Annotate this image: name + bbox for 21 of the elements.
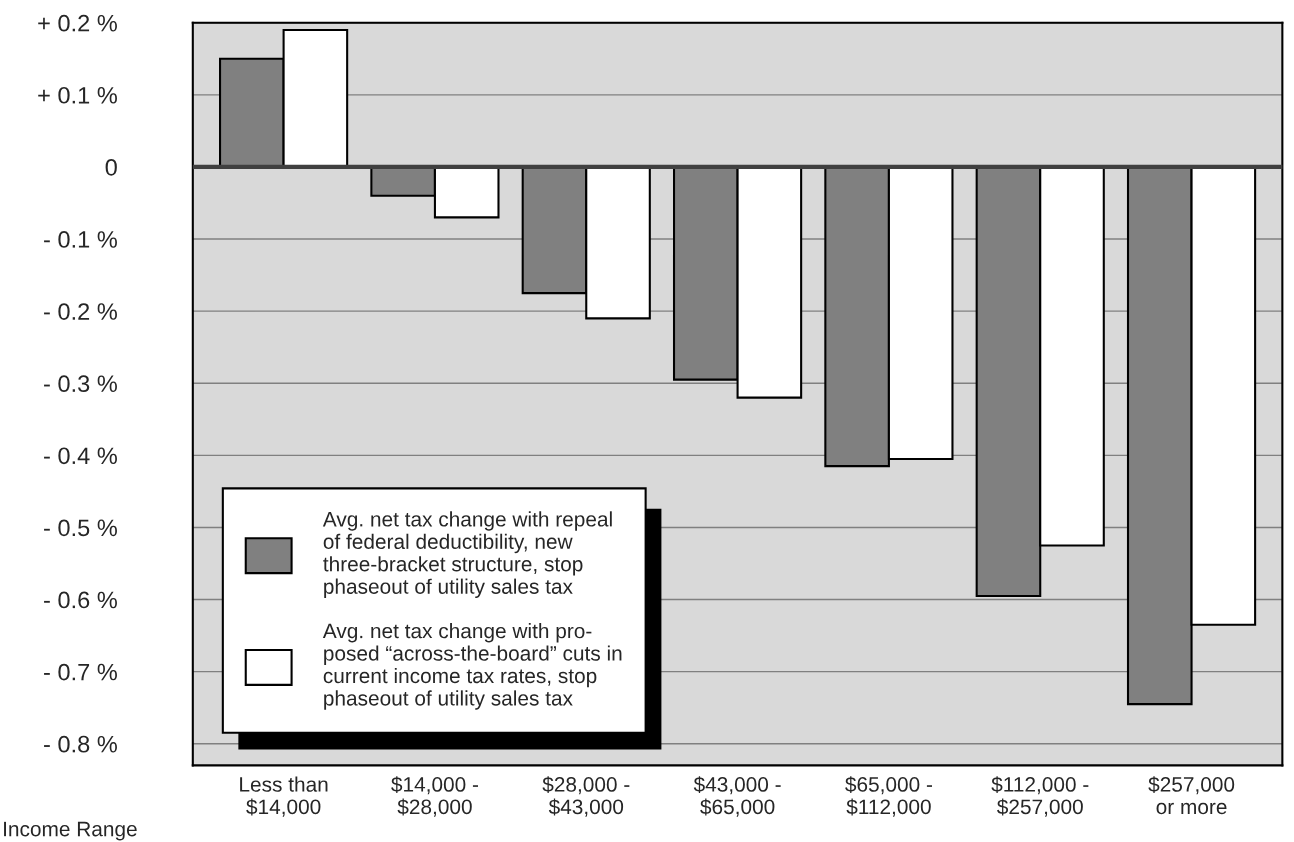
x-tick-label: $43,000 - $65,000: [693, 776, 781, 817]
y-tick-label: + 0.1 %: [38, 86, 117, 104]
y-tick-label: - 0.6 %: [44, 591, 117, 609]
y-tick-label: - 0.7 %: [44, 663, 117, 681]
x-tick-label: $14,000 - $28,000: [391, 776, 479, 817]
x-tick-label: $112,000 - $257,000: [991, 776, 1089, 817]
y-tick-label: - 0.1 %: [44, 231, 117, 248]
y-tick-label: + 0.2 %: [38, 14, 117, 32]
y-tick-label: - 0.4 %: [44, 447, 117, 465]
y-tick-label: - 0.5 %: [44, 519, 117, 537]
y-tick-label: - 0.3 %: [44, 375, 117, 393]
x-tick-label: $28,000 - $43,000: [542, 776, 630, 817]
legend-label: Avg. net tax change with repeal of federal deductibility, new three-bracket structure, stop phaseout of utility sales tax: [322, 511, 612, 599]
y-tick-label: 0: [105, 159, 117, 176]
legend-label: Avg. net tax change with pro- posed “across-the-board” cuts in current income tax rates, stop phaseout of utility sales tax: [322, 623, 622, 710]
y-tick-label: - 0.2 %: [44, 303, 117, 320]
x-axis-title: Income Range: [4, 821, 137, 841]
x-tick-label: $257,000 or more: [1148, 776, 1235, 815]
x-tick-label: $65,000 - $112,000: [845, 776, 932, 817]
x-tick-label: Less than $14,000: [240, 776, 328, 817]
y-tick-label: - 0.8 %: [44, 735, 117, 753]
